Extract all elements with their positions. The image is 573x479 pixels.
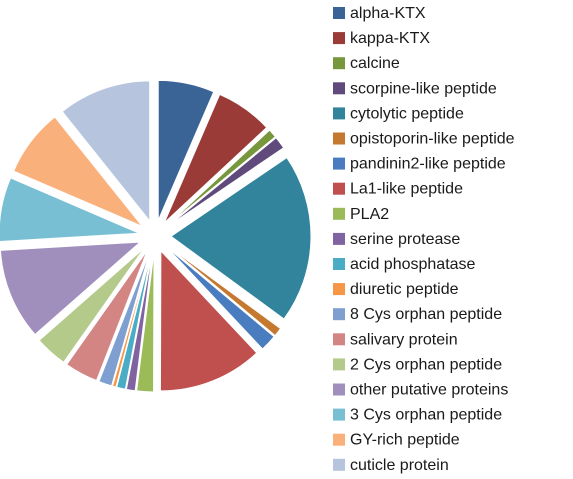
pie-slices — [0, 79, 312, 393]
legend-swatch — [333, 132, 345, 145]
pie-slice-other-putative-proteins — [0, 241, 142, 336]
legend-label: cytolytic peptide — [350, 105, 464, 122]
legend-label: calcine — [350, 55, 400, 72]
legend-swatch — [333, 82, 345, 95]
pie-slice-pla2 — [136, 251, 155, 393]
legend-label: opistoporin-like peptide — [350, 131, 515, 148]
pie-slice-serine-protease — [125, 251, 154, 392]
legend-swatch — [333, 333, 345, 346]
legend-swatch — [333, 358, 345, 371]
legend-swatch — [333, 308, 345, 321]
legend-swatch — [333, 283, 345, 296]
legend: alpha-KTX kappa-KTX calcine scorpine-like p… — [333, 5, 515, 474]
legend-label: 2 Cys orphan peptide — [350, 356, 502, 373]
legend-label: scorpine-like peptide — [350, 80, 497, 97]
legend-swatch — [333, 232, 345, 245]
pie-slice-gy-rich-peptide — [12, 116, 143, 227]
pie-slice-kappa-ktx — [163, 93, 268, 224]
legend-swatch — [333, 408, 345, 421]
pie-slice-3-cys-orphan-peptide — [0, 177, 140, 242]
legend-label: kappa-KTX — [350, 30, 430, 47]
legend-label: cuticle protein — [350, 457, 449, 474]
legend-label: La1-like peptide — [350, 181, 463, 198]
legend-swatch — [333, 57, 345, 70]
legend-swatch — [333, 383, 345, 396]
legend-label: salivary protein — [350, 331, 458, 348]
legend-label: 3 Cys orphan peptide — [350, 407, 502, 424]
legend-label: alpha-KTX — [350, 5, 426, 22]
pie-slice-alpha-ktx — [157, 79, 215, 221]
pie-slice-la1-like-peptide — [159, 249, 258, 392]
pie-slice-salivary-protein — [66, 249, 148, 382]
pie-slice-cytolytic-peptide — [170, 156, 312, 320]
pie-slice-scorpine-like-peptide — [167, 137, 285, 227]
legend-label: serine protease — [350, 231, 460, 248]
pie-slice-calcine — [166, 129, 277, 226]
legend-swatch — [333, 32, 345, 45]
legend-swatch — [333, 182, 345, 195]
legend-label: pandinin2-like peptide — [350, 156, 506, 173]
legend-swatch — [333, 157, 345, 170]
pie-slice-opistoporin-like-peptide — [167, 245, 282, 337]
pie-slice-2-cys-orphan-peptide — [38, 247, 145, 364]
pie-slice-diuretic-peptide — [111, 251, 152, 388]
legend-label: GY-rich peptide — [350, 432, 460, 449]
pie-slice-pandinin2-like-peptide — [166, 246, 275, 350]
pie-slice-acid-phosphatase — [116, 251, 153, 390]
legend-swatch — [333, 207, 345, 220]
legend-swatch — [333, 433, 345, 446]
legend-swatch — [333, 107, 345, 120]
legend-label: diuretic peptide — [350, 281, 459, 298]
legend-swatch — [333, 458, 345, 471]
legend-label: PLA2 — [350, 206, 389, 223]
pie-slice-8-cys-orphan-peptide — [98, 250, 151, 387]
legend-swatch — [333, 7, 345, 19]
legend-label: 8 Cys orphan peptide — [350, 306, 502, 323]
pie-slice-cuticle-protein — [61, 80, 151, 223]
legend-label: other putative proteins — [350, 382, 508, 399]
legend-swatch — [333, 258, 345, 270]
legend-label: acid phosphatase — [350, 256, 476, 273]
